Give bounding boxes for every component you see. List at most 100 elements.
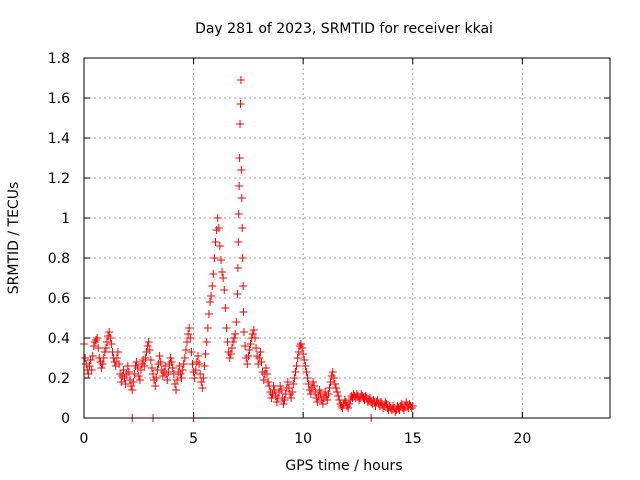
x-tick-label: 10	[294, 431, 312, 447]
data-point	[237, 166, 246, 174]
y-tick-label: 0.6	[48, 291, 70, 307]
data-point	[151, 382, 160, 390]
data-point	[164, 368, 173, 376]
data-point	[232, 318, 241, 326]
data-point	[332, 384, 341, 392]
data-point	[256, 348, 265, 356]
data-point	[298, 344, 307, 352]
data-point	[239, 308, 248, 316]
data-point	[328, 368, 337, 376]
data-point	[318, 400, 327, 408]
data-point	[206, 298, 215, 306]
data-point	[135, 376, 144, 384]
data-point	[290, 374, 299, 382]
data-point	[296, 340, 305, 348]
data-point	[303, 374, 312, 382]
chart-title: Day 281 of 2023, SRMTID for receiver kka…	[195, 21, 493, 37]
data-point	[216, 256, 225, 264]
data-point	[287, 394, 296, 402]
data-point	[289, 380, 298, 388]
data-point	[254, 360, 263, 368]
data-point	[330, 380, 339, 388]
y-tick-label: 0.4	[48, 331, 70, 347]
data-point	[97, 364, 106, 372]
data-point	[239, 328, 248, 336]
data-point	[163, 376, 172, 384]
data-point	[100, 348, 109, 356]
data-point	[292, 362, 301, 370]
data-point	[283, 378, 292, 386]
data-point	[291, 368, 300, 376]
data-point	[263, 370, 272, 378]
data-point	[84, 370, 93, 378]
data-point	[301, 362, 310, 370]
data-point	[106, 334, 115, 342]
data-point	[345, 400, 354, 408]
y-tick-label: 0	[61, 411, 70, 427]
data-point	[238, 254, 247, 262]
x-axis-label: GPS time / hours	[285, 458, 402, 474]
data-point	[284, 384, 293, 392]
data-point	[310, 382, 319, 390]
plot-frame	[83, 57, 611, 419]
data-point	[237, 194, 246, 202]
data-point	[239, 282, 248, 290]
data-point	[391, 408, 400, 416]
data-point	[408, 402, 417, 410]
x-tick-label: 5	[189, 431, 198, 447]
data-point	[302, 368, 311, 376]
data-point	[178, 366, 187, 374]
data-point	[272, 398, 281, 406]
data-point	[311, 388, 320, 396]
data-point	[204, 310, 213, 318]
data-point	[300, 356, 309, 364]
data-points	[80, 76, 417, 422]
data-point	[226, 350, 235, 358]
data-point	[235, 154, 244, 162]
data-point	[132, 358, 141, 366]
data-point	[101, 344, 110, 352]
data-point	[293, 354, 302, 362]
data-point	[215, 242, 224, 250]
data-point	[152, 374, 161, 382]
y-tick-label: 1.4	[48, 131, 70, 147]
data-point	[179, 360, 188, 368]
data-point	[221, 304, 230, 312]
data-point	[238, 224, 247, 232]
data-point	[115, 360, 124, 368]
tick-labels: 0 0.2 0.4 0.6 0.8 1 1.2 1.4 1.6 1.8 0 5 10 15 20	[48, 51, 532, 447]
data-point	[156, 358, 165, 366]
data-point	[214, 224, 223, 232]
data-point	[234, 210, 243, 218]
data-point	[185, 324, 194, 332]
data-point	[166, 354, 175, 362]
data-point	[213, 214, 222, 222]
data-point	[225, 354, 234, 362]
data-point	[201, 350, 210, 358]
data-point	[119, 366, 128, 374]
data-point	[180, 354, 189, 362]
data-point	[88, 352, 97, 360]
data-point	[134, 372, 143, 380]
data-point	[229, 338, 238, 346]
data-point	[121, 380, 130, 388]
data-point	[373, 396, 382, 404]
data-point	[190, 374, 199, 382]
x-tick-label: 15	[404, 431, 422, 447]
data-point	[146, 356, 155, 364]
data-point	[177, 374, 186, 382]
data-point	[158, 372, 167, 380]
data-point	[324, 390, 333, 398]
data-point	[126, 376, 135, 384]
data-point	[236, 120, 245, 128]
data-point	[202, 338, 211, 346]
data-point	[236, 76, 245, 84]
data-point	[195, 360, 204, 368]
data-point	[382, 400, 391, 408]
data-point	[140, 362, 149, 370]
data-point	[315, 386, 324, 394]
data-point	[147, 364, 156, 372]
data-point	[316, 390, 325, 398]
data-point	[87, 366, 96, 374]
